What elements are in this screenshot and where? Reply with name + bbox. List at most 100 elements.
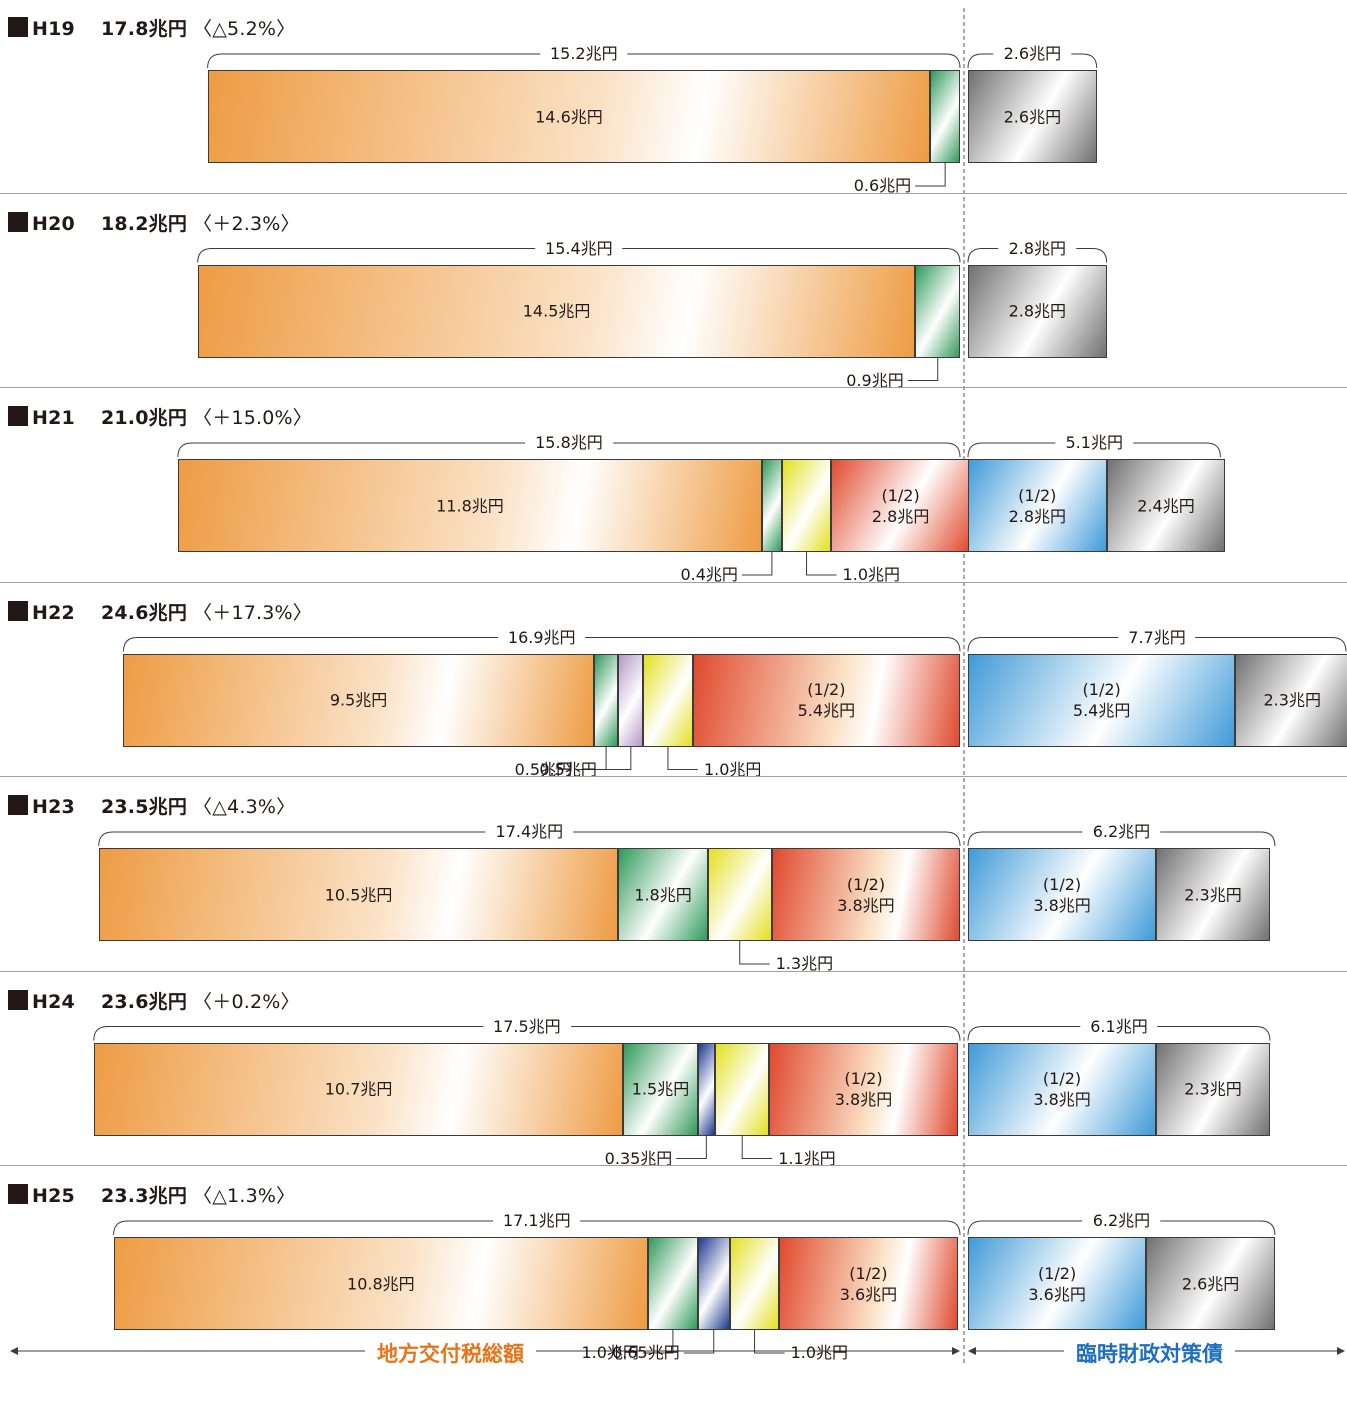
year-change: 〈＋0.2%〉 <box>193 990 300 1013</box>
year-label: H23 <box>32 796 75 818</box>
callout-label: 0.4兆円 <box>680 565 738 584</box>
bar-segment <box>98 848 619 941</box>
bar-segment <box>968 653 1236 747</box>
bar-segment <box>123 653 594 747</box>
row-divider <box>0 192 1347 194</box>
right-total-label: 6.2兆円 <box>1082 823 1161 841</box>
bar-segment <box>618 848 708 941</box>
bar-segment <box>968 1237 1147 1330</box>
right-total-label: 6.2兆円 <box>1082 1212 1161 1230</box>
square-bullet-icon <box>8 795 28 815</box>
callout-label: 1.0兆円 <box>581 1343 639 1362</box>
callout-label: 1.0兆円 <box>703 759 762 779</box>
segment-value-label: (1/2) 3.8兆円 <box>834 1069 893 1109</box>
year-change: 〈△1.3%〉 <box>193 1185 296 1207</box>
year-total: 24.6兆円 <box>100 601 188 624</box>
left-total-label: 16.9兆円 <box>497 628 586 647</box>
year-change: 〈＋2.3%〉 <box>193 212 300 235</box>
bar-segment <box>968 264 1107 358</box>
square-bullet-icon <box>8 1184 28 1204</box>
segment-value-label: 2.3兆円 <box>1184 1079 1242 1099</box>
year-label: H21 <box>32 407 75 429</box>
segment-value-label: 2.3兆円 <box>1263 690 1321 710</box>
bar-segment <box>113 1237 649 1330</box>
callout-label: 0.6兆円 <box>853 176 912 195</box>
bar-segment <box>729 1237 780 1330</box>
callout-label: 1.1兆円 <box>778 1148 836 1168</box>
year-total: 23.3兆円 <box>100 1185 188 1207</box>
year-total: 21.0兆円 <box>100 407 188 429</box>
left-total-label: 15.4兆円 <box>535 239 623 258</box>
year-title: H21 21.0兆円 〈＋15.0%〉 <box>8 403 312 430</box>
bar-segment <box>207 70 931 163</box>
callout-label: 0.9兆円 <box>846 370 904 390</box>
bar-segment <box>930 70 960 163</box>
square-bullet-icon <box>8 17 28 37</box>
bar-segment <box>93 1042 624 1136</box>
year-change: 〈△5.2%〉 <box>193 18 296 40</box>
year-label: H24 <box>32 990 75 1013</box>
bar-segment <box>692 653 960 747</box>
row-divider <box>0 1165 1347 1166</box>
left-total-label: 15.2兆円 <box>539 45 628 63</box>
callout-label: 0.5兆円 <box>514 759 573 779</box>
segment-value-label: 2.4兆円 <box>1137 496 1195 515</box>
callout-label: 1.0兆円 <box>790 1343 849 1362</box>
year-change: 〈＋17.3%〉 <box>193 601 313 624</box>
segment-value-label: (1/2) 3.8兆円 <box>1033 874 1091 915</box>
square-bullet-icon <box>8 211 28 232</box>
right-total-label: 2.6兆円 <box>993 45 1072 63</box>
bar-segment <box>915 264 960 358</box>
segment-value-label: 9.5兆円 <box>329 690 388 710</box>
bar-segment <box>707 848 772 941</box>
segment-value-label: (1/2) 5.4兆円 <box>797 680 856 720</box>
segment-value-label: (1/2) 2.8兆円 <box>1008 485 1067 526</box>
bar-segment <box>1235 653 1347 747</box>
year-title: H24 23.6兆円 〈＋0.2%〉 <box>8 987 300 1014</box>
bar-segment <box>643 653 693 747</box>
left-total-label: 15.8兆円 <box>525 434 613 452</box>
arrow-right-icon <box>952 1347 960 1355</box>
bar-segment <box>1156 848 1270 941</box>
bar-segment <box>697 1237 730 1330</box>
left-total-label: 17.4兆円 <box>485 823 574 841</box>
row-divider <box>0 970 1347 972</box>
year-total: 17.8兆円 <box>100 18 188 40</box>
segment-value-label: 10.8兆円 <box>347 1274 415 1293</box>
year-label: H19 <box>32 18 75 40</box>
bar-segment <box>968 1042 1157 1136</box>
year-title: H22 24.6兆円 〈＋17.3%〉 <box>8 598 312 625</box>
year-change: 〈＋15.0%〉 <box>193 407 313 429</box>
bar-segment <box>618 653 644 747</box>
bar-segment <box>1146 1237 1275 1330</box>
bar-segment <box>781 459 832 552</box>
bar-segment <box>968 848 1157 941</box>
year-total: 23.6兆円 <box>100 990 188 1013</box>
bar-segment <box>968 70 1097 163</box>
bar-segment <box>762 459 782 552</box>
bar-segment <box>779 1237 958 1330</box>
arrow-right-icon <box>1337 1347 1345 1355</box>
row-divider <box>0 776 1347 777</box>
segment-value-label: 11.8兆円 <box>436 496 504 515</box>
segment-value-label: (1/2) 3.8兆円 <box>837 874 895 915</box>
callout-label: 0.35兆円 <box>604 1148 673 1168</box>
right-total-label: 5.1兆円 <box>1055 434 1133 452</box>
footer-right-label: 臨時財政対策債 <box>1064 1338 1235 1368</box>
left-total-label: 17.5兆円 <box>483 1017 571 1036</box>
bar-segment <box>771 848 960 941</box>
segment-value-label: 10.7兆円 <box>324 1079 393 1099</box>
segment-value-label: 2.6兆円 <box>1003 107 1062 126</box>
callout-label: 1.3兆円 <box>775 954 834 973</box>
segment-value-label: 14.5兆円 <box>522 301 591 321</box>
year-title: H25 23.3兆円 〈△1.3%〉 <box>8 1181 295 1208</box>
segment-value-label: 2.6兆円 <box>1181 1274 1240 1293</box>
segment-value-label: (1/2) 5.4兆円 <box>1072 680 1131 720</box>
year-total: 23.5兆円 <box>100 796 188 818</box>
segment-value-label: (1/2) 2.8兆円 <box>871 485 930 526</box>
row-divider <box>0 581 1347 583</box>
row-divider <box>0 387 1347 388</box>
year-total: 18.2兆円 <box>100 212 188 235</box>
square-bullet-icon <box>8 406 28 426</box>
